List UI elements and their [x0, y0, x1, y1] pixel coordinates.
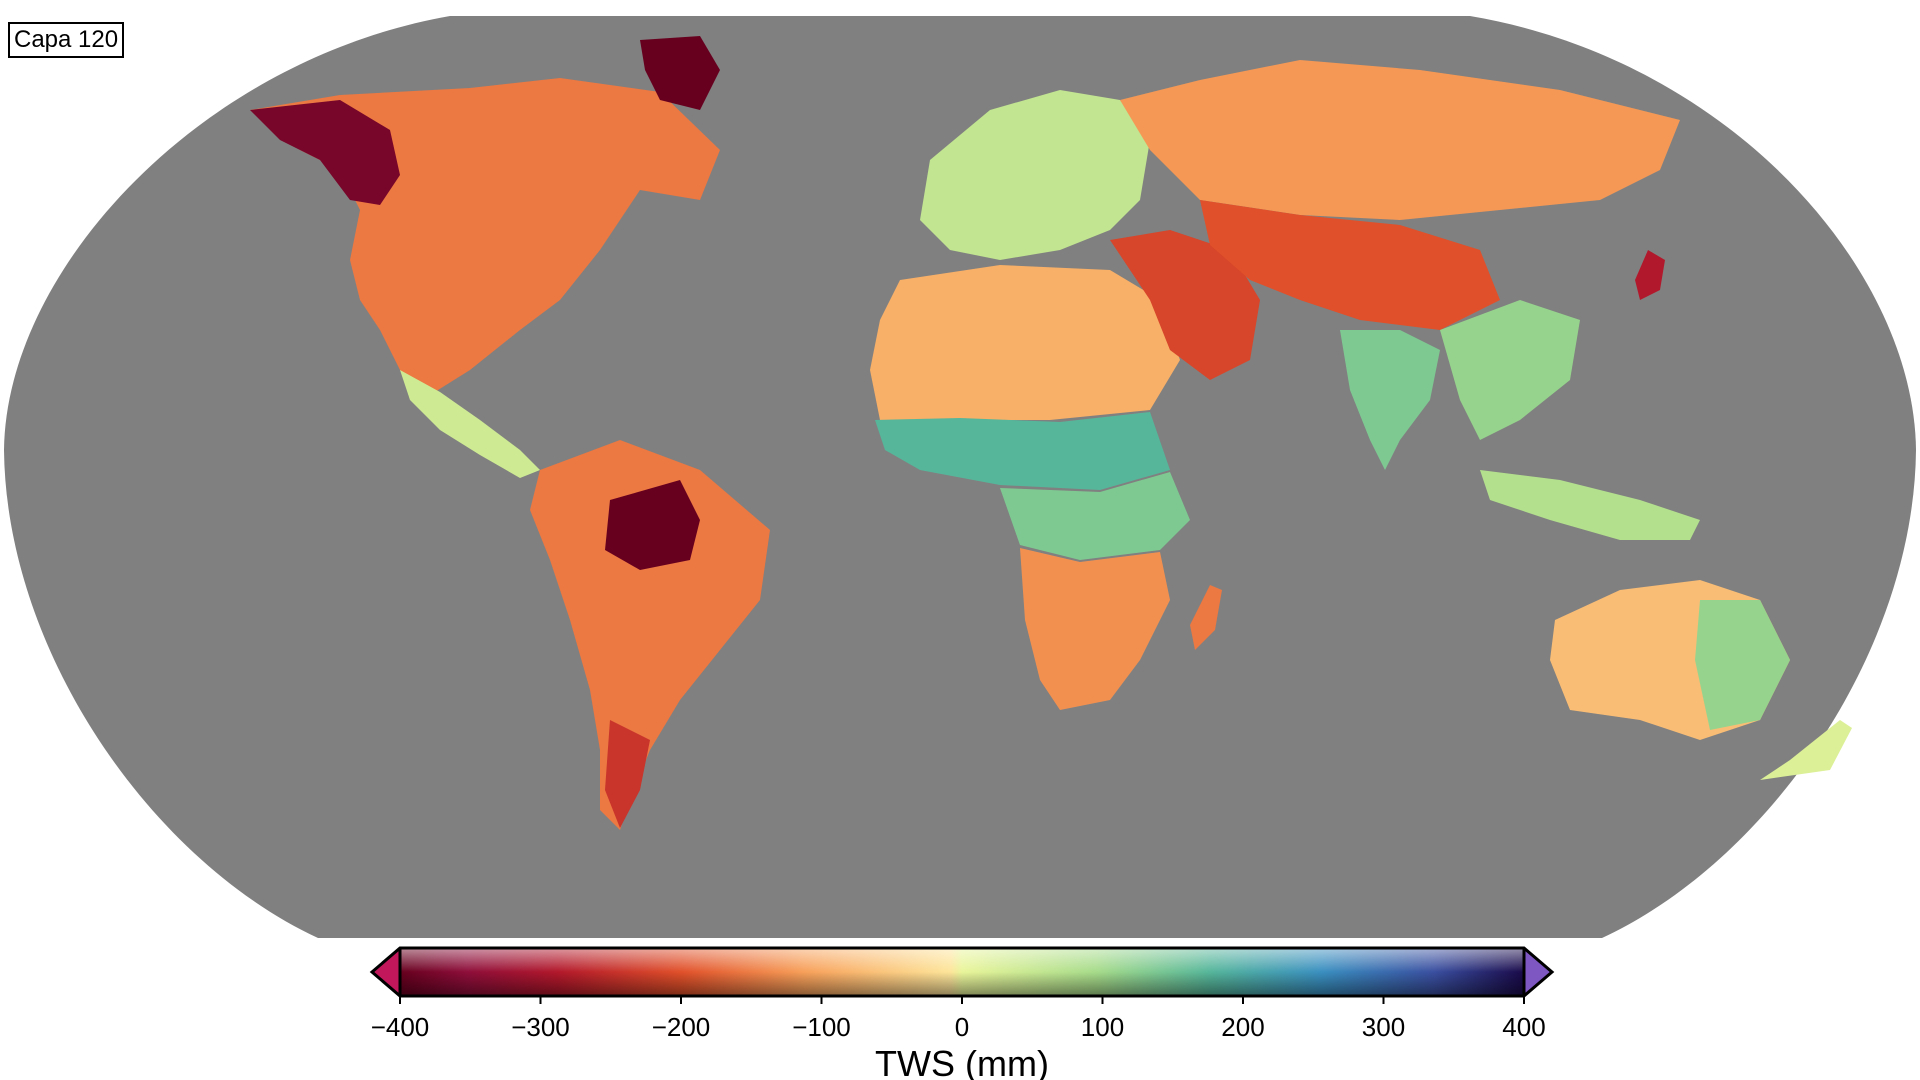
colorbar-tick-label: 200	[1221, 1012, 1264, 1042]
region-central-asia	[1200, 200, 1500, 330]
colorbar-tick-label: −200	[652, 1012, 711, 1042]
region-indonesia	[1480, 470, 1700, 540]
layer-label: Capa 120	[8, 22, 125, 58]
colorbar-tick-label: 0	[955, 1012, 969, 1042]
colorbar-extend-under	[372, 948, 400, 996]
colorbar-tick-label: 300	[1362, 1012, 1405, 1042]
colorbar-ticks: −400 −300 −200 −100 0 100 200 300 400	[371, 996, 1546, 1042]
region-russia-siberia	[1120, 60, 1680, 220]
colorbar-tick-label: −100	[792, 1012, 851, 1042]
region-patagonia	[605, 720, 650, 828]
region-canadian-arctic	[640, 36, 720, 110]
region-south-america	[530, 440, 770, 830]
region-new-zealand	[1760, 720, 1852, 780]
region-japan	[1635, 250, 1665, 300]
region-alaska-canada-west	[250, 100, 400, 205]
colorbar-extend-over	[1524, 948, 1552, 996]
colorbar-tick-label: −300	[511, 1012, 570, 1042]
region-australia-east	[1695, 600, 1790, 730]
region-amazon	[605, 480, 700, 570]
region-sahel	[875, 412, 1170, 490]
region-central-america	[400, 370, 540, 478]
region-madagascar	[1190, 585, 1222, 650]
region-central-africa	[1000, 472, 1190, 560]
region-southern-africa	[1020, 548, 1170, 710]
region-europe	[920, 90, 1150, 260]
colorbar-tick-label: 400	[1502, 1012, 1545, 1042]
region-middle-east	[1110, 230, 1260, 380]
colorbar-shade	[400, 948, 1524, 996]
region-southeast-asia	[1440, 300, 1580, 440]
region-india	[1340, 330, 1440, 470]
colorbar-title: TWS (mm)	[875, 1043, 1049, 1080]
colorbar-tick-label: 100	[1081, 1012, 1124, 1042]
region-north-africa	[870, 265, 1180, 420]
colorbar-tick-label: −400	[371, 1012, 430, 1042]
colorbar: −400 −300 −200 −100 0 100 200 300 400 TWS (mm)	[369, 946, 1555, 1080]
land-layer	[250, 36, 1852, 830]
